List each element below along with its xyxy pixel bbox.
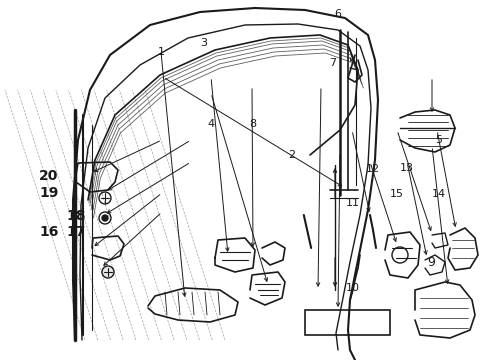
Text: 2: 2 — [288, 150, 295, 160]
Bar — [305, 310, 390, 335]
Text: 14: 14 — [432, 189, 445, 199]
Text: 5: 5 — [435, 135, 442, 145]
Text: 20: 20 — [39, 170, 59, 183]
Text: 4: 4 — [207, 119, 214, 129]
Text: 11: 11 — [346, 198, 360, 208]
Text: 12: 12 — [366, 164, 379, 174]
Text: 18: 18 — [66, 209, 86, 223]
Text: 8: 8 — [249, 119, 256, 129]
Circle shape — [102, 215, 108, 221]
Text: 6: 6 — [335, 9, 342, 19]
Text: 17: 17 — [66, 225, 86, 239]
Text: 7: 7 — [329, 58, 336, 68]
Text: 10: 10 — [346, 283, 360, 293]
Text: 19: 19 — [39, 186, 59, 199]
Text: 13: 13 — [400, 163, 414, 174]
Text: 1: 1 — [158, 47, 165, 57]
Text: 16: 16 — [39, 225, 59, 239]
Text: 3: 3 — [200, 38, 207, 48]
Text: 15: 15 — [390, 189, 404, 199]
Text: 9: 9 — [427, 256, 435, 269]
